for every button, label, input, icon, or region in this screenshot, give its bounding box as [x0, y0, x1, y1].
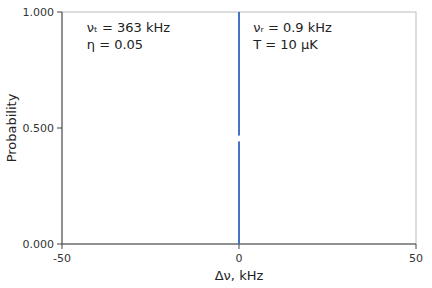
plot-marks — [236, 12, 242, 244]
chart-svg: -50 0 50 0.000 0.500 1.000 Δν, kHz Probability ν… — [0, 0, 432, 288]
x-tick-label: 50 — [409, 252, 423, 265]
x-tick — [416, 244, 417, 249]
plot-frame — [62, 12, 416, 244]
spike — [238, 12, 240, 244]
chart-container: -50 0 50 0.000 0.500 1.000 Δν, kHz Probability ν… — [0, 0, 432, 288]
x-tick-label: -50 — [53, 252, 71, 265]
y-tick — [57, 244, 62, 245]
annotation: νᵣ = 0.9 kHz — [253, 20, 332, 35]
annotation: η = 0.05 — [87, 37, 143, 52]
annotation: νₜ = 363 kHz — [87, 20, 171, 35]
x-tick — [62, 244, 63, 249]
y-axis-label: Probability — [4, 93, 19, 162]
annotation: T = 10 μK — [252, 37, 318, 52]
y-tick-label: 0.000 — [23, 238, 55, 251]
x-tick-label: 0 — [236, 252, 243, 265]
y-tick-label: 1.000 — [23, 6, 55, 19]
marker — [236, 135, 242, 141]
x-tick — [239, 244, 240, 249]
y-tick — [57, 128, 62, 129]
x-axis-label: Δν, kHz — [215, 268, 264, 283]
y-tick-label: 0.500 — [23, 122, 55, 135]
y-tick — [57, 12, 62, 13]
